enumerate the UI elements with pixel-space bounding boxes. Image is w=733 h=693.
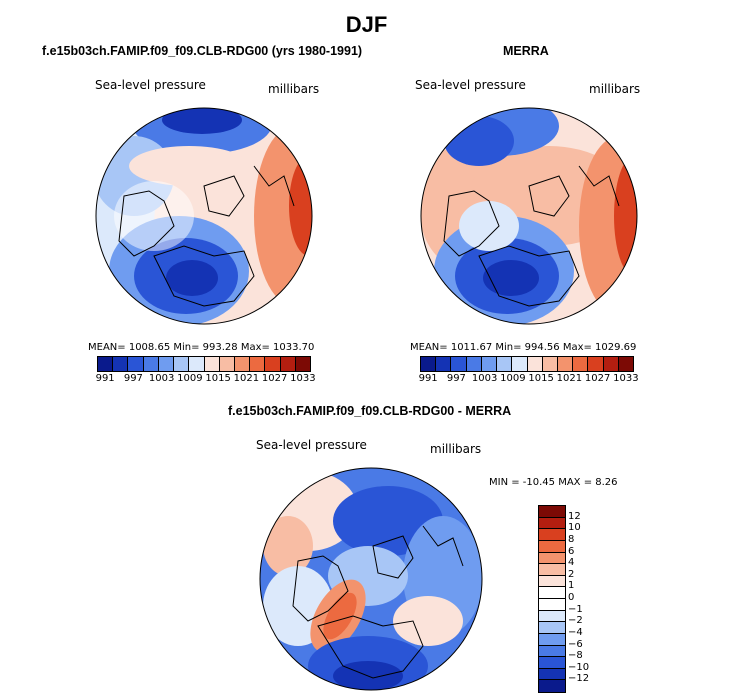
obs-units-label: millibars [589,82,641,96]
obs-colorbar-swatch [466,357,482,371]
model-colorbar-swatch [219,357,235,371]
obs-colorbar-label: 1015 [528,373,554,384]
model-colorbar-swatch [204,357,220,371]
model-colorbar-swatch [189,357,205,371]
diff-colorbar-swatch [539,540,565,553]
obs-colorbar-swatch [421,357,437,371]
obs-colorbar-swatch [618,357,634,371]
diff-colorbar-label: −2 [568,615,583,627]
diff-colorbar-swatch [539,552,565,565]
main-title: DJF [345,12,388,37]
obs-polar-map [420,107,638,325]
diff-colorbar-swatch [539,564,565,576]
diff-colorbar-swatch [539,622,565,634]
model-colorbar-swatch [295,357,311,371]
obs-colorbar-swatch [527,357,543,371]
diff-colorbar-swatch [539,529,565,541]
diff-colorbar-label: −8 [568,650,583,662]
obs-colorbar-swatch [497,357,513,371]
diff-colorbar-labels: 12 10 8 6 4 2 1 0 −1 −2 −4 −6 −8 −10 −12 [568,505,608,691]
model-colorbar-swatch [113,357,129,371]
model-polar-map [95,107,313,325]
diff-colorbar-label: 1 [568,580,575,592]
obs-colorbar-swatch [451,357,467,371]
obs-colorbar-label: 991 [418,373,438,384]
diff-colorbar-label: 6 [568,545,575,557]
diff-polar-map [259,467,483,691]
model-units-label: millibars [268,82,320,96]
diff-colorbar-label: −10 [568,661,590,673]
model-variable-label: Sea-level pressure [95,78,206,92]
diff-colorbar-swatch [539,517,565,530]
diff-units-label: millibars [430,442,482,456]
diff-colorbar-swatch [539,668,565,681]
obs-colorbar-swatch [436,357,452,371]
model-colorbar-swatch [98,357,114,371]
model-stats: MEAN= 1008.65 Min= 993.28 Max= 1033.70 [88,342,315,353]
diff-colorbar-label: 8 [568,533,575,545]
model-colorbar-label: 997 [123,373,143,384]
diff-colorbar-swatch [539,610,565,623]
obs-variable-label: Sea-level pressure [415,78,526,92]
model-colorbar-swatch [265,357,281,371]
diff-colorbar-swatch [539,575,565,588]
model-colorbar-swatch [234,357,251,371]
diff-colorbar-swatch [539,633,565,646]
diff-colorbar-label: 2 [568,568,575,580]
model-colorbar-label: 991 [95,373,115,384]
diff-stats: MIN = -10.45 MAX = 8.26 [489,477,618,488]
obs-panel-title: MERRA [503,44,549,58]
obs-colorbar-label: 1009 [500,373,526,384]
diff-panel-title: f.e15b03ch.FAMIP.f09_f09.CLB-RDG00 - MER… [228,404,512,418]
obs-colorbar-labels: 991 997 1003 1009 1015 1021 1027 1033 [414,373,640,384]
obs-colorbar-swatch [557,357,574,371]
obs-colorbar-label: 1021 [556,373,583,384]
model-colorbar-label: 1009 [177,373,203,384]
obs-colorbar-label: 1027 [584,373,611,384]
diff-colorbar-label: 0 [568,592,575,603]
obs-colorbar-label: 997 [446,373,466,384]
diff-colorbar-swatch [539,599,565,611]
model-colorbar-label: 1021 [233,373,260,384]
diff-colorbar-swatch [539,680,565,692]
model-colorbar-label: 1003 [148,373,175,384]
diff-colorbar-swatch [539,587,565,599]
obs-colorbar-swatch [481,357,498,371]
obs-colorbar-swatch [542,357,558,371]
model-colorbar-swatch [250,357,266,371]
obs-colorbar-swatch [573,357,589,371]
model-colorbar-swatch [158,357,175,371]
diff-colorbar-label: 4 [568,557,575,569]
diff-variable-label: Sea-level pressure [256,438,367,452]
model-colorbar-label: 1033 [290,373,316,384]
diff-colorbar-swatch [539,506,565,518]
diff-colorbar-label: −12 [568,673,590,685]
model-colorbar-swatch [174,357,190,371]
diff-colorbar-label: 12 [568,510,581,522]
model-colorbar-labels: 991 997 1003 1009 1015 1021 1027 1033 [91,373,317,384]
diff-colorbar-label: 10 [568,522,581,534]
diff-colorbar-swatch [539,657,565,669]
diff-colorbar-label: −1 [568,603,583,615]
obs-colorbar-swatch [512,357,528,371]
diff-colorbar-label: −6 [568,638,583,650]
model-colorbar-swatch [128,357,144,371]
obs-colorbar [420,356,634,372]
model-colorbar-swatch [280,357,296,371]
model-colorbar-swatch [143,357,159,371]
obs-colorbar-label: 1033 [613,373,639,384]
obs-colorbar-swatch [603,357,619,371]
diff-colorbar [538,505,566,693]
model-colorbar-label: 1015 [205,373,231,384]
model-colorbar-label: 1027 [261,373,288,384]
model-panel-title: f.e15b03ch.FAMIP.f09_f09.CLB-RDG00 (yrs … [42,44,363,58]
model-colorbar [97,356,311,372]
obs-colorbar-label: 1003 [471,373,498,384]
obs-stats: MEAN= 1011.67 Min= 994.56 Max= 1029.69 [410,342,637,353]
diff-colorbar-label: −4 [568,626,583,638]
diff-colorbar-swatch [539,645,565,658]
obs-colorbar-swatch [588,357,604,371]
